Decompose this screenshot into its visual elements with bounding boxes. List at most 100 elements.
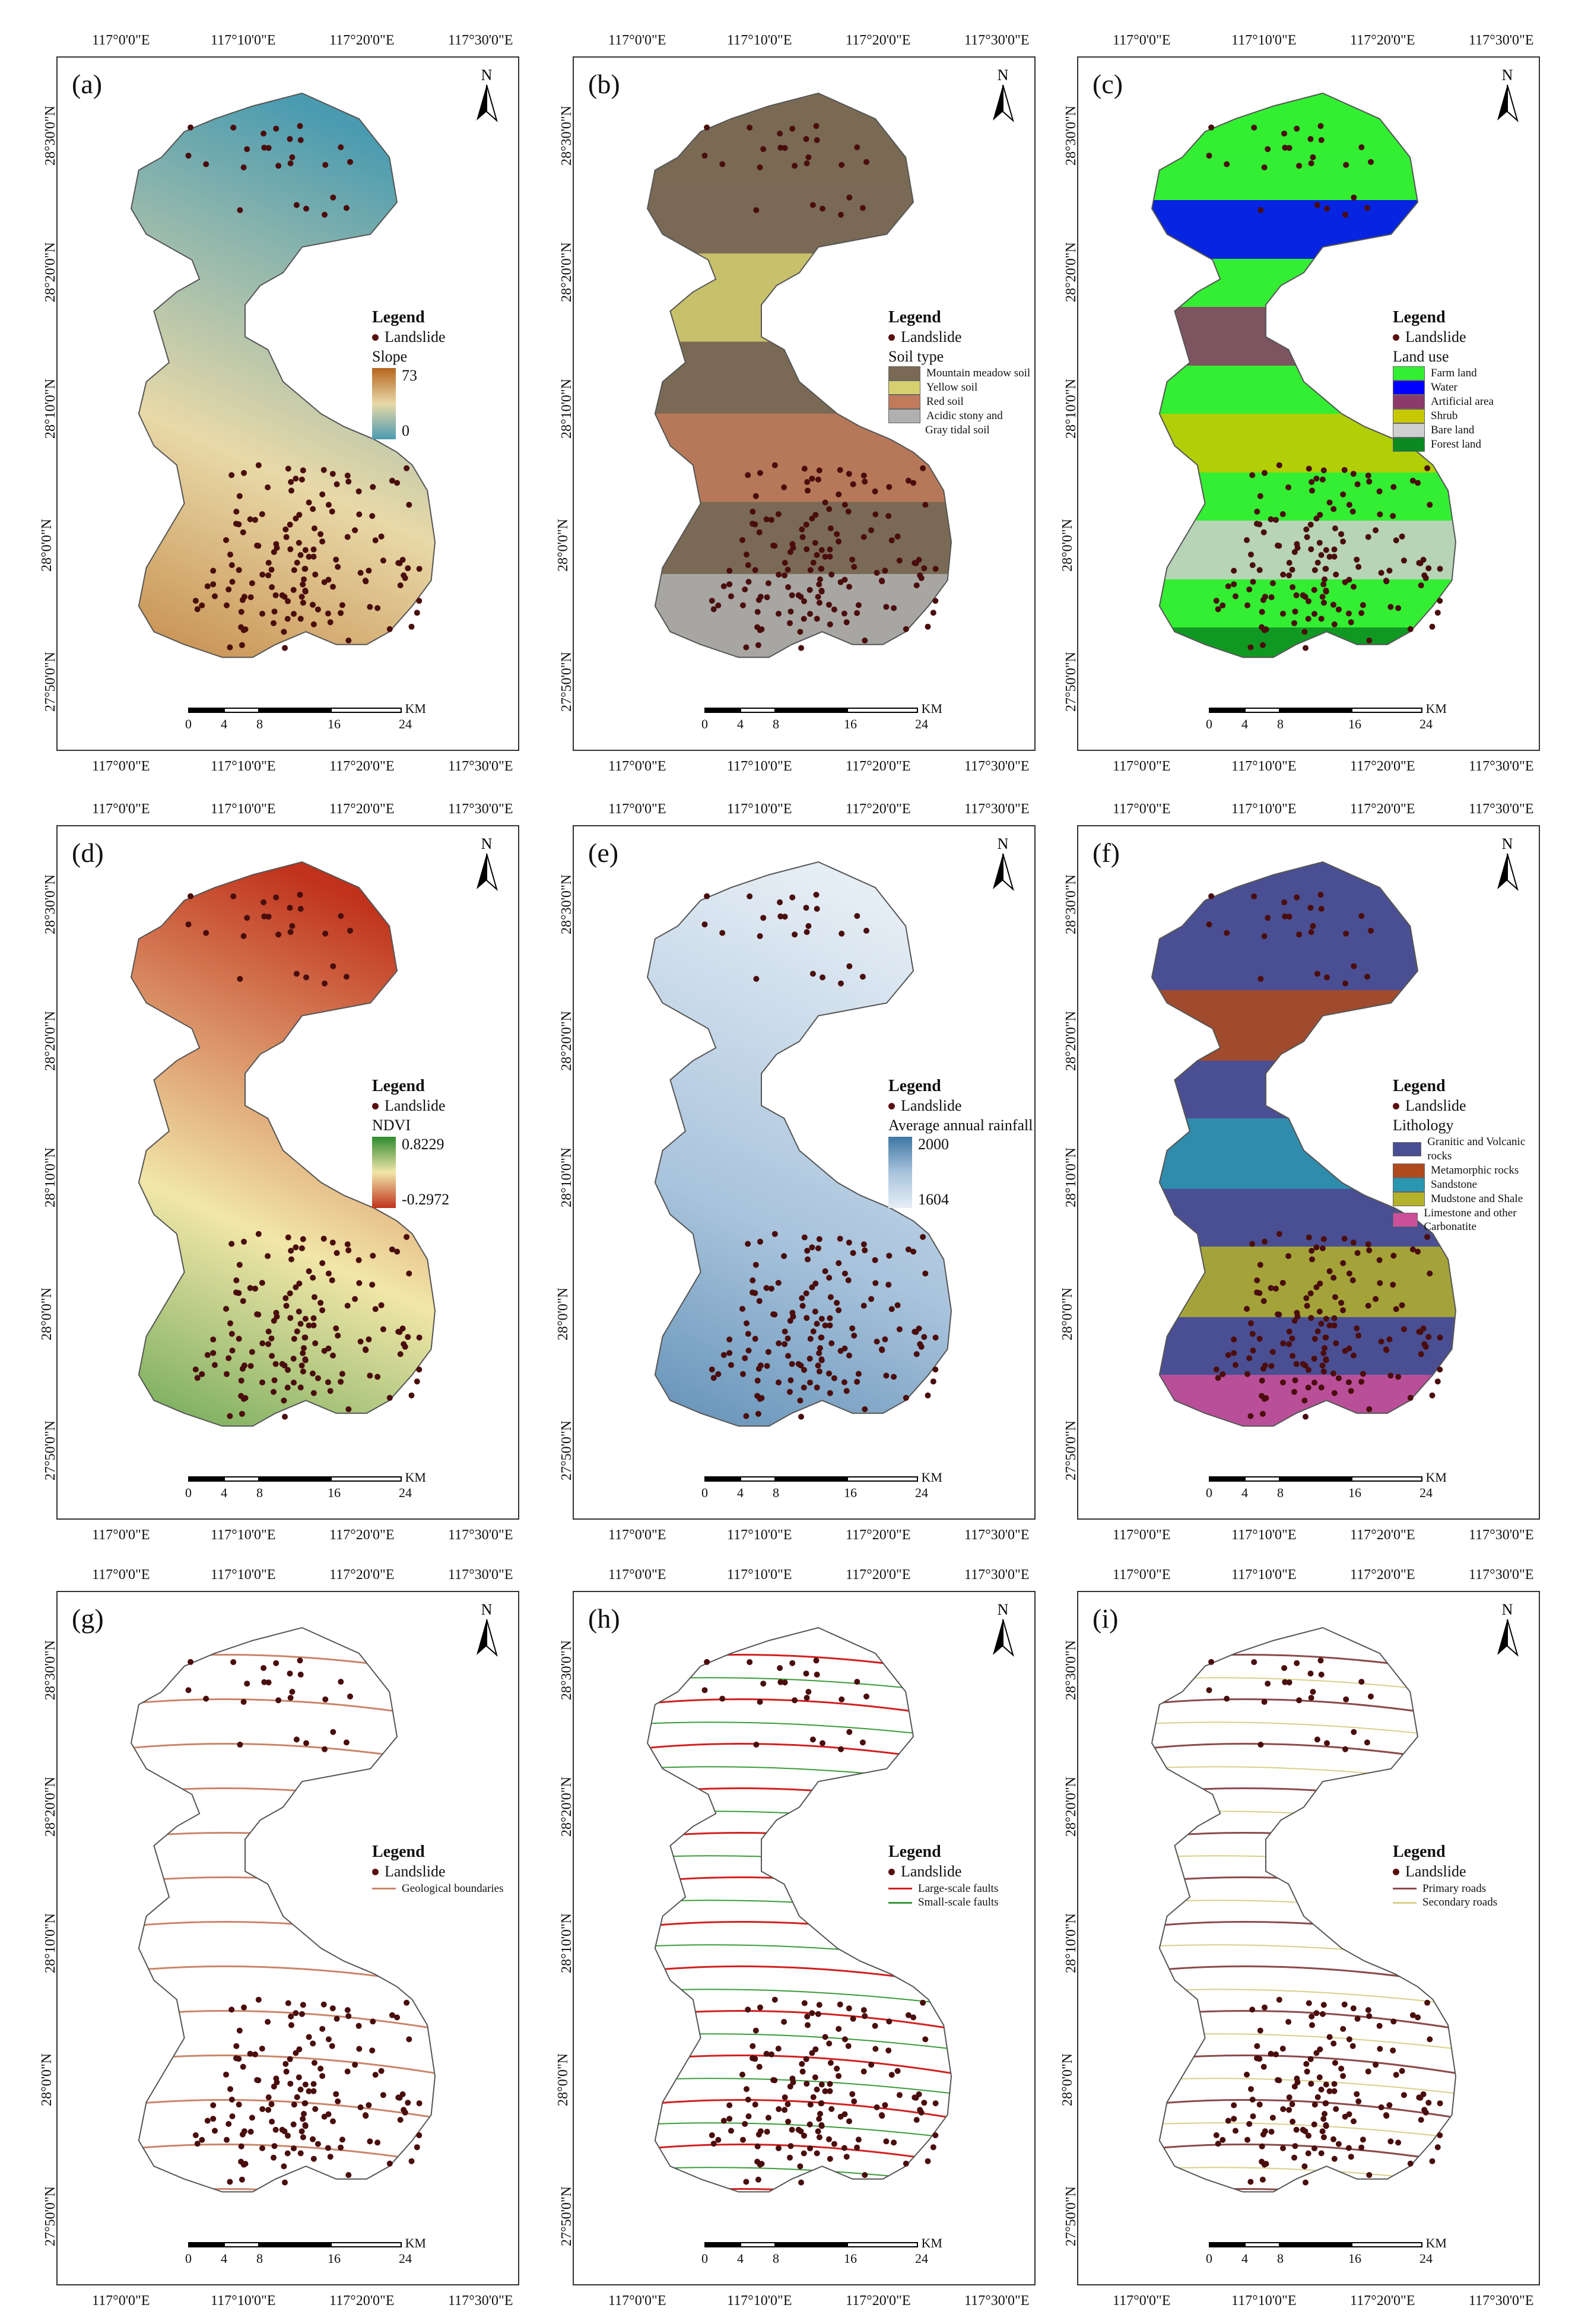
- latitude-tick: 28°0'0"N: [1060, 518, 1076, 572]
- landslide-point: [782, 145, 788, 151]
- legend-line-label: Secondary roads: [1422, 1896, 1498, 1909]
- landslide-point: [719, 1695, 726, 1702]
- landslide-point: [1365, 1302, 1371, 1309]
- landslide-point: [1326, 1268, 1333, 1274]
- map-panel-h: (h) N Legend Landslide Large-scale faults Sma…: [555, 1567, 1036, 2309]
- landslide-point: [1366, 1247, 1373, 1254]
- landslide-point: [781, 2019, 787, 2025]
- longitude-tick: 117°30'0"E: [448, 33, 513, 48]
- landslide-point: [809, 515, 815, 522]
- legend-class: Granitic and Volcanic rocks: [1393, 1135, 1539, 1163]
- landslide-point: [815, 1362, 821, 1369]
- landslide-point: [287, 1290, 293, 1296]
- landslide-label: Landslide: [901, 1097, 962, 1114]
- landslide-point: [1296, 1697, 1303, 1704]
- landslide-point: [910, 480, 917, 486]
- landslide-point: [244, 915, 250, 921]
- landslide-point: [813, 892, 820, 898]
- landslide-point: [1317, 892, 1324, 898]
- landslide-point: [1383, 2112, 1389, 2119]
- scale-unit: KM: [1422, 701, 1447, 716]
- landslide-point: [1260, 2063, 1267, 2070]
- landslide-point: [237, 207, 243, 213]
- landslide-point: [1259, 1393, 1265, 1399]
- landslide-point: [240, 933, 247, 939]
- landslide-point: [188, 1659, 194, 1665]
- landslide-point: [236, 567, 242, 573]
- landslide-point: [1249, 562, 1256, 568]
- landslide-point: [1307, 1670, 1314, 1677]
- landslide-point: [1311, 611, 1317, 617]
- landslide-point: [1256, 1336, 1263, 1342]
- landslide-point: [745, 472, 751, 478]
- legend-class: Sandstone: [1393, 1177, 1539, 1192]
- landslide-point: [335, 1333, 341, 1339]
- landslide-point: [233, 2055, 239, 2062]
- landslide-point: [745, 579, 752, 585]
- landslide-point: [345, 2172, 352, 2178]
- landslide-point: [306, 553, 312, 560]
- landslide-point: [1279, 511, 1286, 518]
- landslide-point: [1286, 914, 1292, 920]
- landslide-point: [1310, 923, 1316, 929]
- landslide-point: [822, 499, 828, 506]
- factor-title: Slope: [372, 347, 408, 365]
- landslide-point: [763, 516, 770, 522]
- landslide-point: [1319, 476, 1326, 483]
- landslide-point: [816, 1236, 822, 1242]
- landslide-point: [1259, 624, 1265, 630]
- landslide-point: [1427, 502, 1433, 508]
- landslide-point: [726, 1336, 733, 1343]
- landslide-point: [1294, 1310, 1300, 1316]
- landslide-point: [335, 2098, 341, 2104]
- landslide-point: [792, 1697, 798, 1704]
- landslide-point: [805, 2022, 811, 2028]
- landslide-point: [1399, 2068, 1405, 2074]
- longitude-tick: 117°0'0"E: [92, 801, 150, 817]
- landslide-point: [322, 980, 328, 987]
- landslide-point: [1399, 533, 1405, 540]
- landslide-point: [1265, 915, 1271, 921]
- landslide-point: [1294, 2075, 1300, 2082]
- colorbar-min: 1604: [918, 1190, 949, 1208]
- longitude-tick: 117°0'0"E: [92, 33, 150, 48]
- landslide-point: [333, 2091, 339, 2097]
- north-label: N: [481, 836, 493, 852]
- landslide-point: [925, 1392, 931, 1399]
- landslide-point: [1259, 608, 1265, 615]
- landslide-point: [338, 610, 344, 616]
- scale-label: 0: [185, 1485, 192, 1500]
- landslide-point: [347, 1693, 353, 1700]
- landslide-point: [827, 2060, 834, 2066]
- landslide-point: [1313, 1284, 1320, 1291]
- landslide-point: [860, 1241, 867, 1248]
- landslide-point: [855, 602, 862, 608]
- landslide-point: [1395, 1374, 1402, 1380]
- landslide-point: [1220, 1371, 1226, 1377]
- map-frame: (b) N Legend Landslide Soil type Mountain mea…: [573, 56, 1036, 751]
- landslide-point: [312, 571, 319, 578]
- landslide-point: [233, 2043, 240, 2049]
- longitude-tick: 117°30'0"E: [1469, 2293, 1534, 2309]
- landslide-point: [885, 513, 892, 519]
- landslide-point: [1354, 1250, 1361, 1256]
- landslide-point: [743, 2179, 750, 2185]
- landslide-point: [827, 1294, 834, 1301]
- landslide-point: [754, 624, 761, 630]
- landslide-point: [1246, 1355, 1253, 1361]
- landslide-point: [806, 1355, 813, 1362]
- landslide-point: [297, 906, 304, 912]
- landslide-point: [1291, 2084, 1298, 2090]
- landslide-point: [728, 593, 734, 600]
- landslide-point: [799, 1302, 806, 1309]
- legend-class: Shrub: [1393, 409, 1494, 423]
- landslide-point: [912, 2094, 918, 2101]
- landslide-point: [1346, 1270, 1352, 1277]
- landslide-point: [1348, 1388, 1354, 1394]
- landslide-point: [771, 1996, 778, 2003]
- landslide-point: [194, 2141, 201, 2147]
- landslide-point: [1407, 1394, 1414, 1401]
- landslide-point: [261, 131, 267, 137]
- landslide-point: [757, 1238, 763, 1245]
- landslide-point: [1292, 608, 1298, 615]
